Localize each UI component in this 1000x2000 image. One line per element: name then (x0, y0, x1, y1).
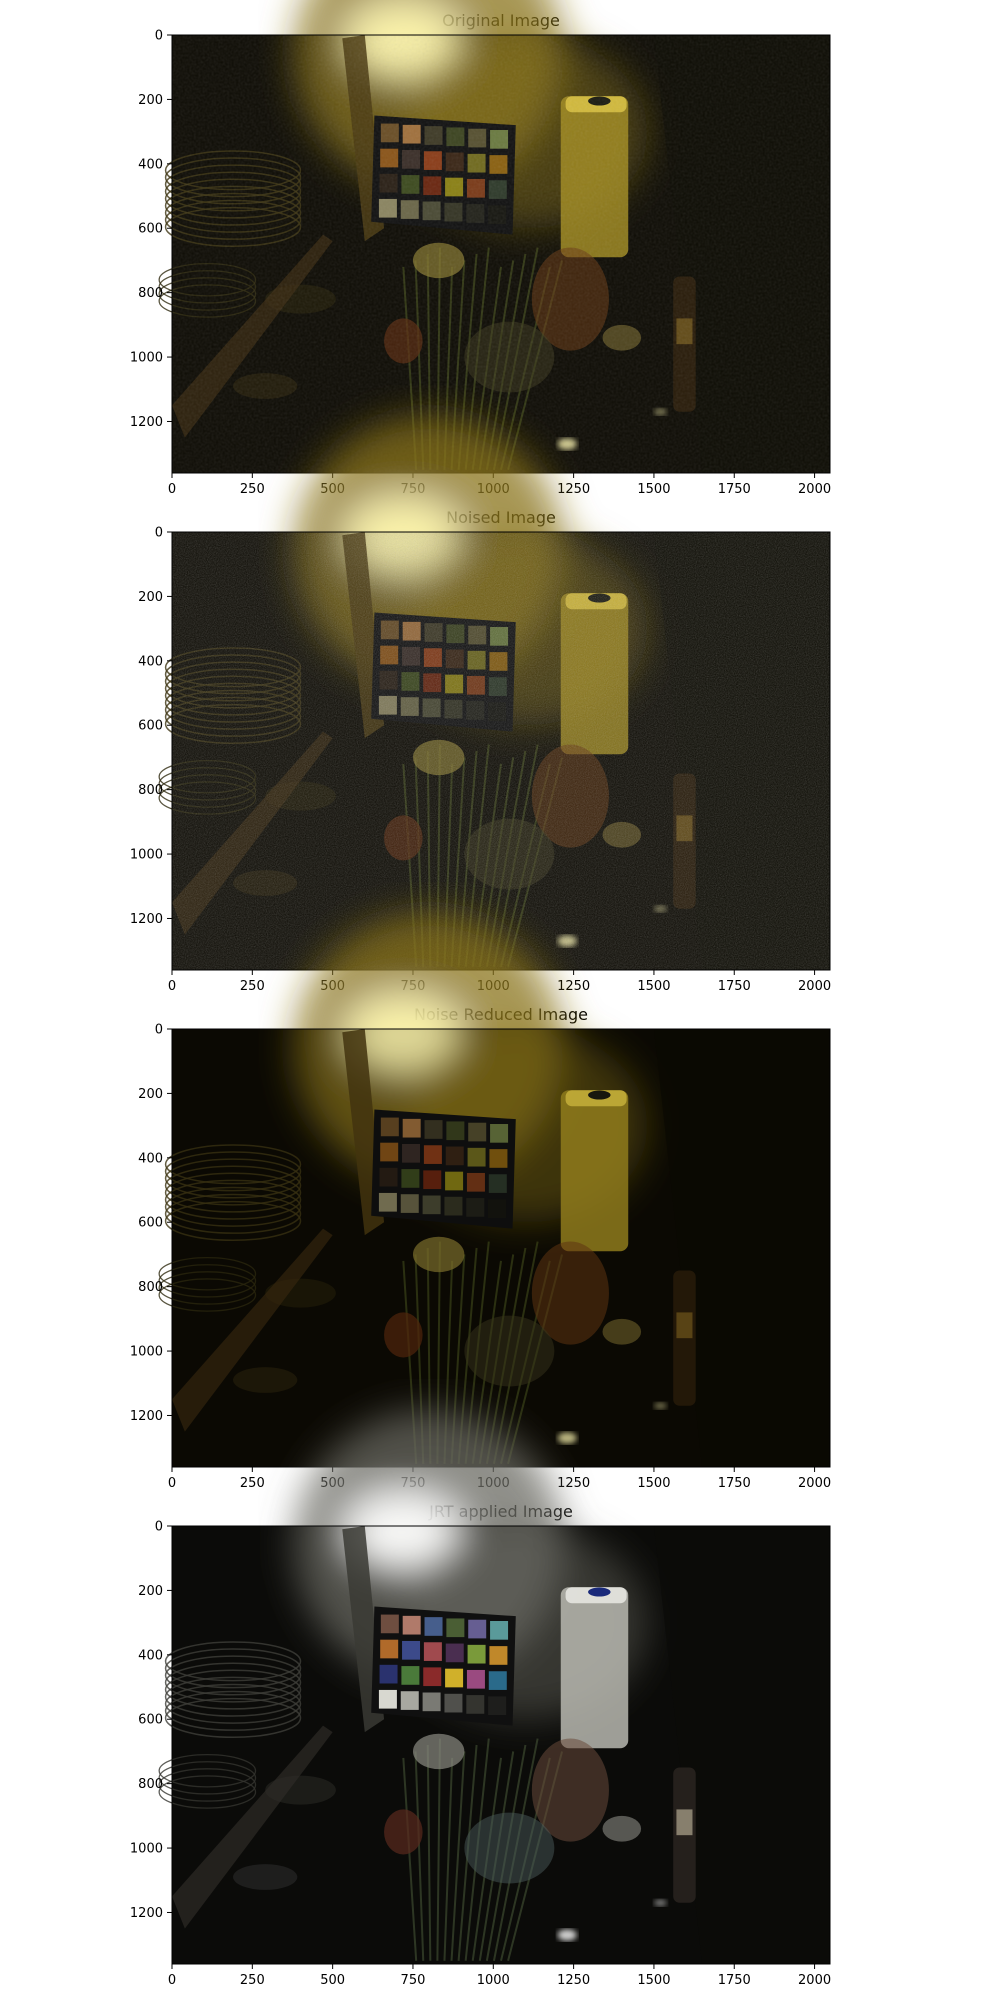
y-tick-label: 1000 (130, 351, 163, 366)
axes-frame (171, 1525, 831, 1965)
y-tick-label: 800 (138, 783, 163, 798)
y-tick-label: 400 (138, 1648, 163, 1663)
x-tick-label: 2000 (798, 1973, 831, 1988)
x-tick-label: 1750 (718, 1476, 751, 1491)
x-tick-label: 1750 (718, 482, 751, 497)
scene-photo (158, 1410, 830, 1964)
image-panel: Noise Reduced Image025050075010001250150… (130, 913, 831, 1491)
y-tick-label: 400 (138, 157, 163, 172)
x-tick-label: 0 (168, 1476, 176, 1491)
x-tick-label: 2000 (798, 482, 831, 497)
image-panel: JRT applied Image02505007501000125015001… (130, 1410, 831, 1988)
y-tick-label: 800 (138, 1280, 163, 1295)
x-tick-label: 1250 (557, 482, 590, 497)
x-tick-label: 0 (168, 482, 176, 497)
y-tick-label: 400 (138, 1151, 163, 1166)
y-tick-label: 1000 (130, 1345, 163, 1360)
y-tick-label: 600 (138, 719, 163, 734)
y-tick-label: 1200 (130, 912, 163, 927)
y-tick-label: 0 (155, 29, 163, 44)
x-tick-label: 2000 (798, 1476, 831, 1491)
y-tick-label: 0 (155, 526, 163, 541)
y-tick-label: 200 (138, 93, 163, 108)
y-tick-label: 800 (138, 1777, 163, 1792)
x-tick-label: 1500 (637, 1973, 670, 1988)
y-tick-label: 600 (138, 222, 163, 237)
scene-photo (158, 0, 830, 473)
image-panel: Original Image02505007501000125015001750… (130, 0, 831, 497)
produce (384, 1733, 696, 1962)
x-tick-label: 2000 (798, 979, 831, 994)
x-tick-label: 250 (240, 1476, 265, 1491)
x-tick-label: 1500 (637, 482, 670, 497)
color-checker (371, 1109, 516, 1229)
x-tick-label: 1500 (637, 1476, 670, 1491)
x-tick-label: 1500 (637, 979, 670, 994)
y-tick-label: 1200 (130, 415, 163, 430)
x-tick-label: 500 (320, 1973, 345, 1988)
x-tick-label: 1000 (477, 1973, 510, 1988)
y-tick-label: 1000 (130, 848, 163, 863)
y-tick-label: 1200 (130, 1906, 163, 1921)
y-tick-label: 0 (155, 1023, 163, 1038)
color-checker (371, 1606, 516, 1726)
x-tick-label: 0 (168, 979, 176, 994)
x-tick-label: 1750 (718, 979, 751, 994)
y-tick-label: 1200 (130, 1409, 163, 1424)
y-tick-label: 800 (138, 286, 163, 301)
x-tick-label: 1250 (557, 979, 590, 994)
canister (560, 1587, 629, 1749)
y-tick-label: 200 (138, 1584, 163, 1599)
x-tick-label: 250 (240, 979, 265, 994)
x-tick-label: 1250 (557, 1476, 590, 1491)
canister (560, 1090, 629, 1252)
scene-photo (158, 416, 830, 970)
x-tick-label: 750 (401, 1973, 426, 1988)
y-tick-label: 600 (138, 1713, 163, 1728)
x-tick-label: 250 (240, 482, 265, 497)
y-tick-label: 400 (138, 654, 163, 669)
y-tick-label: 600 (138, 1216, 163, 1231)
x-tick-label: 1250 (557, 1973, 590, 1988)
y-tick-label: 1000 (130, 1842, 163, 1857)
y-tick-label: 200 (138, 590, 163, 605)
y-tick-label: 0 (155, 1520, 163, 1535)
scene-photo (158, 913, 830, 1467)
x-tick-label: 1750 (718, 1973, 751, 1988)
image-panel: Noised Image0250500750100012501500175020… (130, 416, 831, 994)
y-tick-label: 200 (138, 1087, 163, 1102)
x-tick-label: 0 (168, 1973, 176, 1988)
x-tick-label: 250 (240, 1973, 265, 1988)
